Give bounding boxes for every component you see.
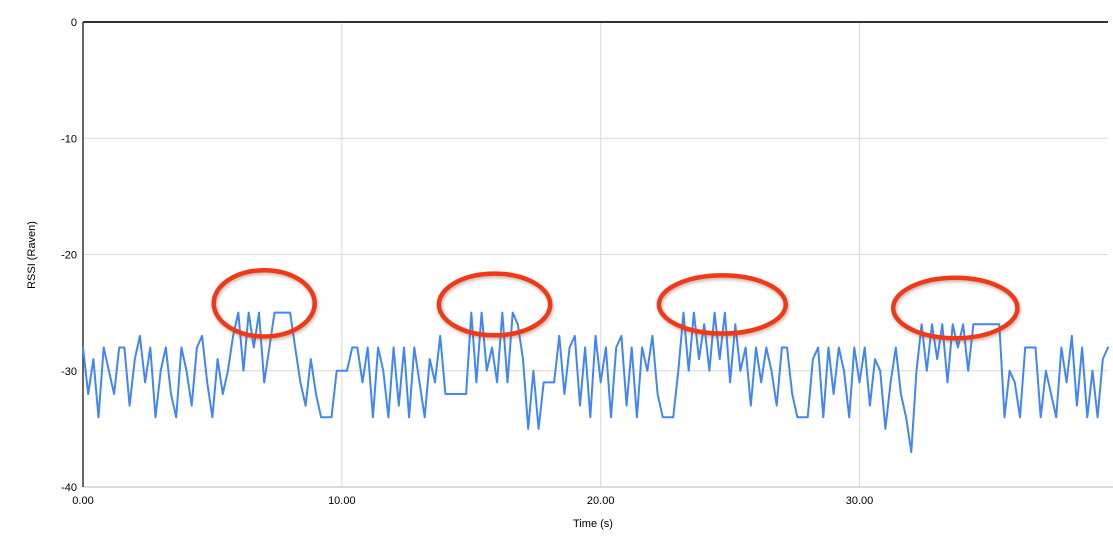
red-ellipse-annotation bbox=[211, 267, 317, 339]
x-tick-label: 0.00 bbox=[72, 495, 93, 507]
x-tick-label: 30.00 bbox=[846, 495, 874, 507]
y-tick-label: -10 bbox=[61, 133, 77, 145]
red-ellipse-annotation bbox=[656, 273, 788, 336]
x-axis-title: Time (s) bbox=[573, 518, 613, 530]
red-ellipse-annotation bbox=[890, 275, 1020, 341]
y-tick-label: 0 bbox=[71, 17, 77, 29]
x-tick-label: 20.00 bbox=[587, 495, 615, 507]
x-tick-label: 10.00 bbox=[328, 495, 356, 507]
rssi-series-line bbox=[82, 311, 1109, 454]
red-ellipse-annotation bbox=[436, 271, 553, 338]
y-tick-label: -30 bbox=[61, 366, 77, 378]
y-tick-label: -20 bbox=[61, 250, 77, 262]
y-axis-title: RSSI (Raven) bbox=[26, 221, 38, 289]
y-tick-label: -40 bbox=[61, 482, 77, 494]
